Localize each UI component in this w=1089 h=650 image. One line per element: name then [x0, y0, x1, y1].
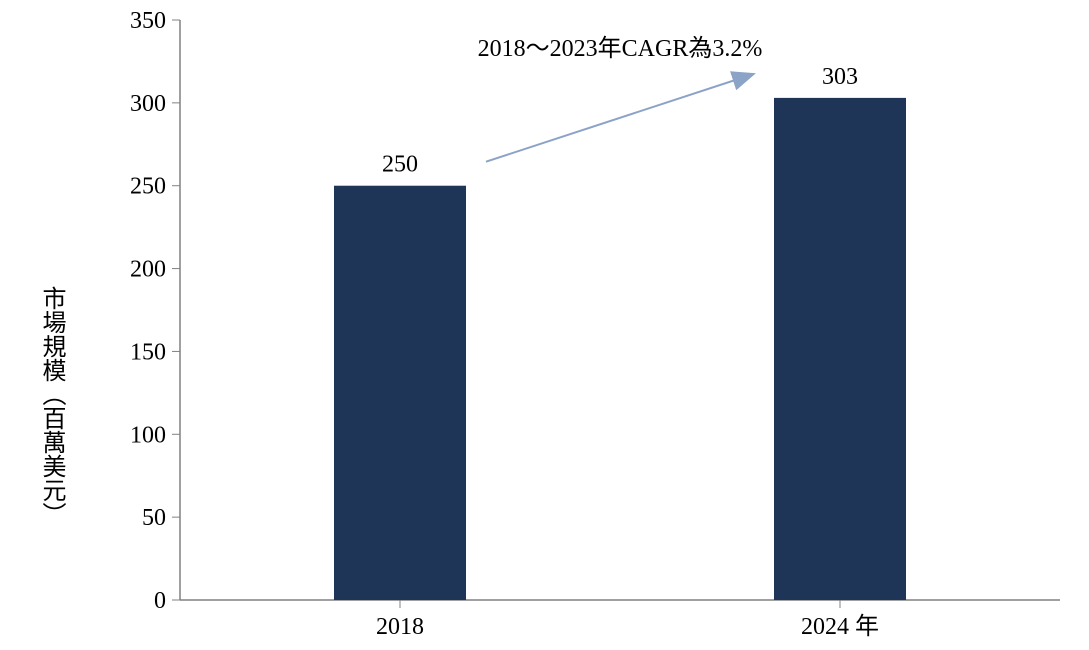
y-tick-label: 250 [130, 174, 166, 200]
x-tick-label: 2018 [376, 614, 424, 640]
y-tick-label: 300 [130, 91, 166, 117]
y-tick-label: 350 [130, 8, 166, 34]
y-tick-label: 100 [130, 422, 166, 448]
y-tick-label: 0 [154, 588, 166, 614]
bar-value-label: 303 [822, 64, 858, 90]
bar [774, 98, 906, 600]
y-tick-label: 50 [142, 505, 166, 531]
y-tick-label: 200 [130, 257, 166, 283]
x-tick-label: 2024 年 [801, 613, 879, 640]
chart-svg: 0 50 100 150 200 250 300 350 250 2018 303 2024 年 201… [0, 0, 1089, 650]
cagr-annotation: 2018～2023年CAGR為3.2% [478, 35, 763, 62]
bar [334, 186, 466, 600]
y-axis-title: 市場規模（百萬美元） [34, 286, 69, 526]
bar-value-label: 250 [382, 152, 418, 178]
bar-chart: 0 50 100 150 200 250 300 350 250 2018 303 2024 年 201… [0, 0, 1089, 650]
y-tick-label: 150 [130, 339, 166, 365]
